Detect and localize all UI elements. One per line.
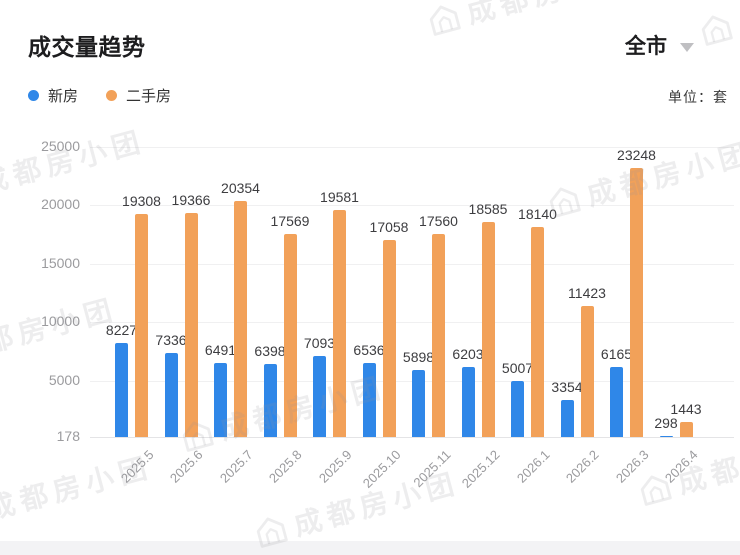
gridline (90, 322, 734, 324)
bar-value-label: 298 (654, 414, 678, 431)
bar-new-2026.1[interactable] (511, 380, 524, 437)
bar-value-label: 20354 (221, 180, 260, 197)
bar-secondhand-2025.8[interactable] (283, 233, 297, 437)
bar-value-label: 19581 (320, 189, 359, 206)
bar-secondhand-2025.5[interactable] (135, 213, 148, 437)
y-axis-tick-label: 25000 (41, 138, 80, 154)
legend-label-secondhand-homes: 二手房 (126, 88, 172, 105)
x-axis-line (90, 437, 734, 438)
bar-secondhand-2025.7[interactable] (234, 201, 247, 437)
bar-new-2025.11[interactable] (412, 370, 425, 437)
legend-label-new-homes: 新房 (48, 88, 79, 105)
y-axis-tick-label: 15000 (41, 254, 80, 271)
bar-value-label: 6165 (600, 346, 633, 363)
bar-value-label: 11423 (568, 284, 606, 301)
bar-secondhand-2025.10[interactable] (382, 239, 396, 437)
bar-secondhand-2025.6[interactable] (184, 212, 198, 437)
y-axis-tick-label: 5000 (48, 371, 80, 388)
region-selector-label: 全市 (625, 35, 667, 58)
chevron-down-icon (680, 42, 694, 52)
bar-new-2025.7[interactable] (214, 363, 227, 437)
bar-value-label: 6203 (452, 345, 484, 362)
bar-value-label: 5007 (501, 359, 534, 376)
legend-item-secondhand-homes[interactable]: 二手房 (106, 85, 171, 106)
bar-value-label: 17560 (419, 212, 458, 229)
region-selector[interactable]: 全市 (625, 30, 694, 60)
legend-item-new-homes[interactable]: 新房 (28, 85, 78, 106)
bar-value-label: 19308 (122, 192, 161, 209)
gridline (90, 147, 734, 148)
bar-value-label: 17058 (369, 218, 409, 235)
bar-value-label: 17569 (270, 212, 310, 229)
bar-value-label: 5898 (402, 349, 435, 366)
gridline (90, 263, 734, 265)
bar-secondhand-2025.9[interactable] (333, 210, 346, 437)
bar-secondhand-2026.2[interactable] (580, 305, 594, 437)
bar-secondhand-2025.11[interactable] (432, 233, 445, 437)
bar-new-2025.10[interactable] (362, 362, 376, 437)
page-title: 成交量趋势 (28, 34, 146, 60)
bar-value-label: 7336 (155, 332, 187, 349)
bar-new-2026.3[interactable] (610, 367, 623, 437)
bar-new-2025.9[interactable] (313, 356, 326, 437)
bottom-strip (0, 541, 740, 555)
bar-value-label: 6398 (254, 343, 286, 360)
y-axis-tick-label: 20000 (41, 196, 80, 213)
gridline (90, 205, 734, 207)
y-axis-tick-label: 178 (56, 428, 80, 444)
bar-new-2025.8[interactable] (263, 364, 277, 437)
y-axis-tick-label: 10000 (41, 313, 80, 330)
bar-value-label: 8227 (105, 322, 138, 338)
bar-value-label: 6536 (353, 341, 385, 358)
bar-new-2026.4[interactable] (659, 435, 673, 437)
bar-value-label: 23248 (617, 146, 656, 163)
unit-label: 单位：套 (668, 89, 728, 105)
bar-secondhand-2026.1[interactable] (531, 227, 544, 437)
bar-new-2025.12[interactable] (461, 366, 475, 437)
chart-legend: 新房 二手房 (28, 85, 171, 106)
bar-secondhand-2025.12[interactable] (481, 221, 495, 437)
bar-value-label: 19366 (171, 191, 211, 208)
bar-secondhand-2026.3[interactable] (630, 167, 643, 437)
bar-value-label: 18585 (468, 200, 508, 217)
bar-value-label: 6491 (204, 342, 237, 359)
bar-value-label: 7093 (303, 335, 336, 352)
bar-new-2026.2[interactable] (560, 399, 574, 437)
bar-value-label: 1443 (670, 401, 702, 418)
bar-new-2025.6[interactable] (164, 353, 178, 437)
legend-dot-secondhand-homes (106, 90, 118, 101)
bar-secondhand-2026.4[interactable] (679, 422, 693, 437)
legend-dot-new-homes (28, 90, 39, 101)
bar-value-label: 18140 (518, 206, 557, 223)
bar-new-2025.5[interactable] (115, 343, 128, 437)
bar-value-label: 3354 (551, 378, 583, 395)
